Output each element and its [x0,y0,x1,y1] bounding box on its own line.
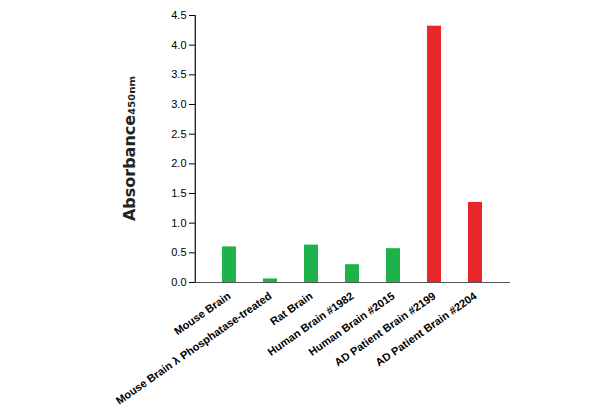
svg-text:3.5: 3.5 [171,68,186,80]
svg-text:Rat Brain: Rat Brain [267,289,315,328]
svg-text:1.5: 1.5 [171,187,186,199]
svg-text:Absorbance₄₅₀ₙₘ: Absorbance₄₅₀ₙₘ [120,76,139,221]
svg-text:4.5: 4.5 [171,9,186,21]
svg-text:Mouse Brain λ Phosphatase-trea: Mouse Brain λ Phosphatase-treated [114,289,274,406]
svg-text:0.5: 0.5 [171,246,186,258]
svg-text:AD Patient Brain #2199: AD Patient Brain #2199 [332,289,438,369]
svg-text:0.0: 0.0 [171,276,186,288]
svg-text:3.0: 3.0 [171,98,186,110]
svg-text:2.0: 2.0 [171,157,186,169]
svg-text:2.5: 2.5 [171,128,186,140]
svg-text:Human Brain #1982: Human Brain #1982 [265,289,356,358]
svg-text:AD Patient Brain #2204: AD Patient Brain #2204 [373,289,479,368]
svg-text:Human Brain #2015: Human Brain #2015 [306,289,397,358]
svg-text:1.0: 1.0 [171,217,186,229]
svg-text:4.0: 4.0 [171,39,186,51]
